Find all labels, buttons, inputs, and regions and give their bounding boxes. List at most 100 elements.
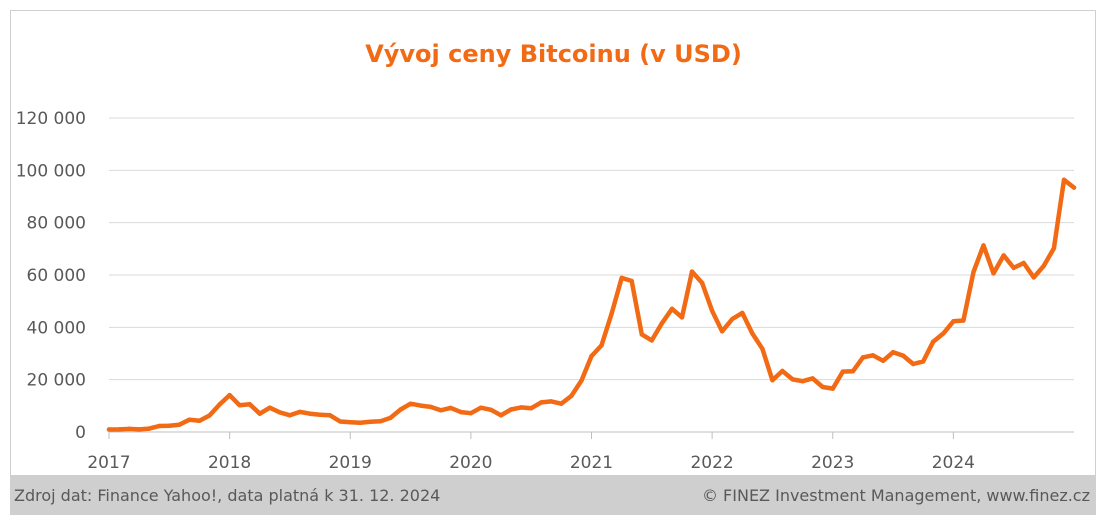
data-point (167, 423, 172, 428)
data-point (277, 410, 283, 415)
data-point (730, 316, 735, 322)
data-point (418, 403, 423, 408)
data-point (810, 376, 815, 381)
chart-frame (10, 10, 1096, 476)
data-point (287, 413, 293, 418)
data-point (900, 353, 906, 358)
x-tick-label: 2019 (329, 453, 372, 473)
data-point (629, 278, 634, 284)
data-point (1011, 265, 1016, 271)
data-point (981, 243, 986, 248)
y-tick-label: 100 000 (16, 161, 86, 181)
data-point (579, 378, 584, 383)
x-tick-label: 2022 (690, 453, 733, 473)
x-tick-label: 2020 (449, 453, 492, 473)
data-point (870, 353, 876, 358)
data-point (1041, 263, 1047, 268)
data-point (941, 331, 946, 336)
data-point (106, 427, 112, 432)
data-point (689, 269, 695, 274)
y-tick-label: 60 000 (27, 266, 86, 286)
data-point (147, 426, 152, 431)
data-point (931, 339, 936, 344)
data-point (790, 377, 795, 382)
data-point (408, 401, 413, 406)
data-point (478, 405, 484, 410)
data-point (840, 369, 845, 374)
chart-title: Vývoj ceny Bitcoinu (v USD) (365, 40, 742, 68)
data-point (519, 405, 524, 410)
data-point (187, 417, 192, 422)
footer-bar: Zdroj dat: Finance Yahoo!, data platná k… (10, 475, 1096, 515)
data-point (830, 386, 835, 391)
data-point (197, 418, 202, 423)
y-tick-label: 80 000 (27, 214, 86, 234)
data-point (307, 411, 313, 416)
x-tick-label: 2018 (208, 453, 251, 473)
data-point (780, 368, 785, 374)
data-point (327, 413, 333, 418)
x-tick-label: 2023 (811, 453, 854, 473)
data-point (679, 315, 685, 320)
data-point (126, 426, 132, 432)
data-point (237, 403, 242, 408)
data-point (639, 332, 644, 337)
data-point (991, 271, 996, 276)
x-tick-label: 2017 (87, 453, 130, 473)
data-point (719, 329, 725, 334)
data-point (539, 400, 544, 405)
data-point (549, 399, 554, 404)
data-point (880, 358, 886, 363)
data-point (257, 411, 262, 416)
y-tick-label: 0 (75, 423, 86, 443)
data-point (921, 359, 926, 364)
x-tick-label: 2021 (570, 453, 613, 473)
data-point (358, 420, 363, 425)
data-point (589, 353, 594, 359)
price-line (106, 177, 1077, 432)
data-point (227, 392, 232, 398)
data-point (1071, 185, 1077, 190)
data-point (599, 343, 604, 348)
data-point (498, 413, 504, 418)
data-point (619, 275, 624, 281)
data-point (247, 402, 252, 407)
data-point (368, 419, 373, 424)
data-point (398, 407, 403, 412)
y-tick-label: 120 000 (16, 109, 86, 129)
data-point (659, 321, 664, 326)
data-point (468, 411, 474, 416)
data-point (770, 378, 775, 383)
x-tick-label: 2024 (932, 453, 975, 473)
copyright-note: © FINEZ Investment Management, www.finez… (701, 485, 1090, 505)
data-point (860, 355, 866, 360)
data-point (348, 420, 353, 425)
y-tick-label: 20 000 (27, 371, 86, 391)
data-point (508, 407, 514, 412)
data-point (157, 423, 162, 429)
data-point (1021, 260, 1026, 266)
data-point (1001, 253, 1006, 258)
data-point (438, 408, 443, 413)
data-point (820, 384, 825, 390)
data-point (890, 350, 896, 355)
data-point (1031, 275, 1037, 280)
data-point (951, 319, 956, 324)
data-point (529, 406, 534, 411)
data-point (1051, 246, 1057, 251)
data-point (800, 379, 805, 384)
data-point (649, 338, 654, 343)
data-point (760, 346, 765, 351)
data-point (207, 413, 212, 418)
data-point (388, 415, 393, 421)
data-point (297, 409, 303, 415)
data-point (1061, 177, 1067, 182)
data-point (669, 306, 675, 311)
source-note: Zdroj dat: Finance Yahoo!, data platná k… (14, 485, 441, 505)
data-point (569, 393, 574, 399)
data-point (559, 401, 564, 406)
data-point (338, 419, 343, 424)
data-point (740, 310, 745, 316)
data-point (750, 331, 755, 336)
